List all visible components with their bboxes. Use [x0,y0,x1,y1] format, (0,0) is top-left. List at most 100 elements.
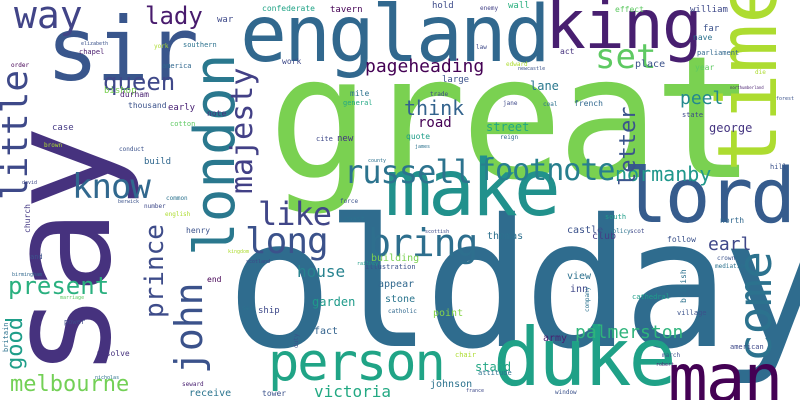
word-enemy: enemy [480,5,499,12]
word-birmingham: birmingham [12,272,43,278]
word-scot: scot [630,228,645,235]
word-oldday: oldday [226,181,800,388]
word-force: force [340,198,359,205]
word-receive: receive [189,388,232,399]
word-castle: castle [567,225,604,236]
word-james: james [415,144,431,150]
word-die: die [755,69,766,76]
word-george: george [709,121,753,135]
word-thomas: thomas [487,231,524,242]
word-confederate: confederate [262,4,315,13]
word-hold: hold [432,1,454,11]
word-bring: bring [368,221,478,265]
word-nave: nave [693,33,713,42]
word-robert: robert [656,362,675,368]
word-reign: reign [500,134,519,141]
word-durham: durham [120,90,149,99]
word-long: long [245,221,329,262]
word-trade: trade [430,91,449,98]
word-stone: stone [385,294,416,305]
word-power: power [64,318,86,326]
word-york: york [154,43,169,50]
word-march: march [662,352,681,359]
word-russell: russell [344,153,473,191]
word-view: view [567,271,592,282]
word-company: company [584,286,591,312]
word-king: king [545,0,703,65]
word-act: act [560,47,575,56]
word-stand: stand [475,360,512,374]
word-france: france [466,388,485,394]
word-early: early [168,103,196,113]
word-american: american [730,343,764,351]
word-america: america [162,62,192,70]
word-large: large [442,75,470,85]
word-law: law [476,44,487,51]
word-northumberland: northumberland [730,85,764,90]
word-duty: duty [293,333,300,348]
word-war: war [217,15,234,25]
word-order: order [11,62,30,69]
word-queen: queen [103,68,176,96]
word-street: street [486,120,530,134]
word-david: david [22,180,38,186]
word-hill: hill [770,163,787,171]
word-road: road [418,115,452,131]
word-policy: policy [609,228,631,235]
word-army: army [543,333,568,344]
word-follow: follow [667,235,696,244]
word-brown: brown [44,142,63,149]
word-appear: appear [378,279,415,290]
word-lane: lane [530,79,559,93]
word-palmerston: palmerston [575,322,684,343]
word-railway: railway [357,261,379,267]
word-edward: edward [506,61,528,68]
word-garden: garden [312,295,356,309]
word-southern: southern [183,41,217,49]
word-building: building [371,253,420,264]
word-british: british [679,269,688,303]
word-point: point [433,308,464,319]
word-person: person [268,333,446,393]
word-note: note [207,109,227,118]
word-sir: sir [46,0,199,101]
word-england: england [240,0,551,80]
word-forest: forest [776,96,795,102]
word-fact: fact [314,326,339,337]
word-english: english [165,211,191,218]
word-know: know [72,167,151,207]
word-general: general [343,99,373,107]
word-johnson: johnson [430,379,473,390]
word-place: place [635,59,666,70]
word-case: case [52,123,74,133]
word-resolve: resolve [96,349,130,358]
word-number: number [144,203,166,210]
word-mile: mile [350,89,370,98]
word-henry: henry [186,226,211,235]
word-effect: effect [615,5,644,14]
word-footnote: footnote [478,153,615,188]
word-end: end [207,275,222,284]
word-prince: prince [140,224,170,318]
word-pageheading: pageheading [365,56,485,77]
word-william: william [690,5,728,15]
word-chair: chair [455,351,477,359]
word-sea: sea [242,305,253,312]
word-coal: coal [543,101,558,108]
word-letter: letter [616,106,641,186]
word-work: work [282,57,302,66]
word-illustration: illustration [365,263,416,271]
word-kingdom: kingdom [228,249,250,255]
word-inn: inn [570,284,589,295]
word-village: village [677,309,707,317]
word-year: year [695,63,715,72]
word-victoria: victoria [314,382,392,400]
word-parliament: parliament [697,49,740,57]
word-wall: wall [508,1,530,11]
word-house: house [297,262,346,281]
word-way: way [14,0,83,37]
word-north: north [720,216,745,225]
word-lord: lord [622,151,796,240]
word-church: church [23,204,32,233]
